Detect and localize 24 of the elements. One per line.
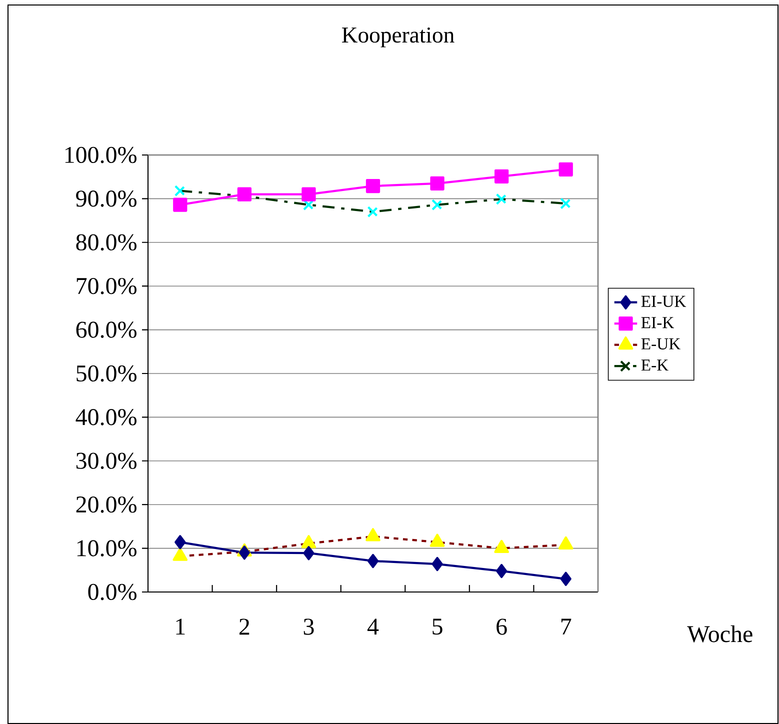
y-tick-label: 10.0% <box>77 540 136 556</box>
y-tick-label: 100.0% <box>65 146 136 164</box>
y-tick-label: 40.0% <box>76 409 136 426</box>
y-tick-label: 20.0% <box>76 496 136 513</box>
y-tick-label: 70.0% <box>76 278 136 294</box>
y-tick-label: 60.0% <box>76 322 136 338</box>
y-tick-label: 90.0% <box>76 190 136 207</box>
y-tick-label: 50.0% <box>76 365 136 382</box>
y-tick-label: 80.0% <box>76 234 136 251</box>
x-tick-label: 6 <box>496 618 507 635</box>
legend-label: E-K <box>641 360 668 371</box>
x-tick-label: 1 <box>176 618 185 635</box>
legend-label: EI-UK <box>641 296 686 307</box>
legend-label: EI-K <box>641 317 674 328</box>
y-tick-label: 30.0% <box>76 452 136 470</box>
x-axis-title: Woche <box>687 625 752 642</box>
chart-title: Kooperation <box>342 27 454 48</box>
y-tick-label: 0.0% <box>88 584 136 600</box>
x-tick-label: 5 <box>432 618 442 635</box>
legend-label: E-UK <box>641 338 680 350</box>
x-tick-label: 3 <box>304 618 314 635</box>
x-tick-label: 2 <box>239 618 250 635</box>
x-tick-label: 4 <box>367 618 379 634</box>
x-tick-label: 7 <box>561 618 572 634</box>
